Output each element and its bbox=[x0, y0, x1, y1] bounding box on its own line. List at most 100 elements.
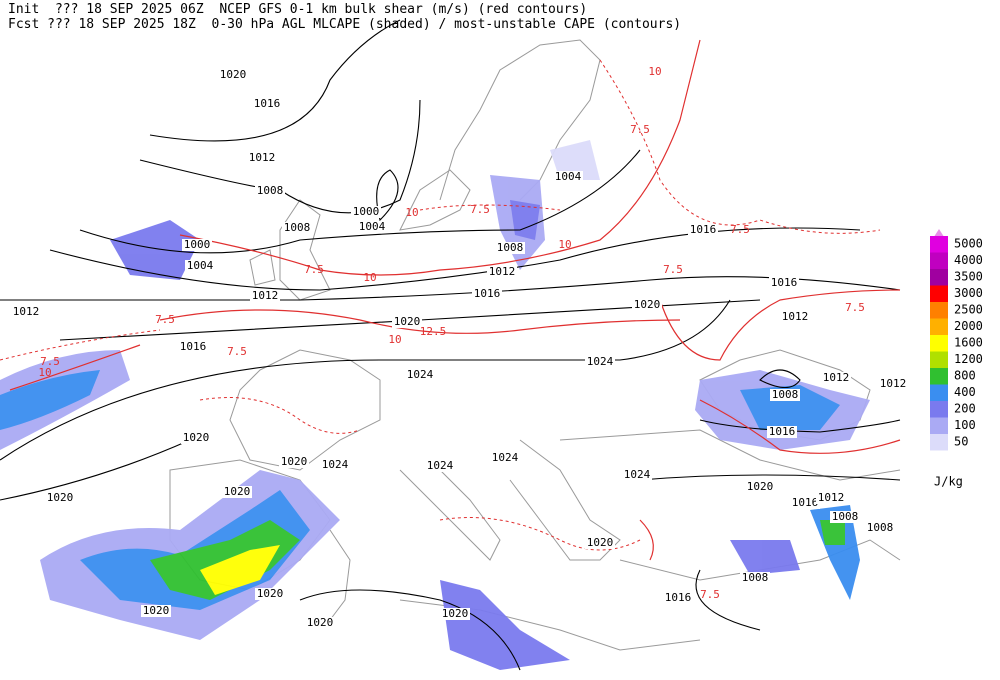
isobar-label: 1024 bbox=[624, 468, 651, 481]
isobar-label: 1012 bbox=[249, 151, 276, 164]
label-bg bbox=[745, 481, 775, 493]
isobar-label: 1020 bbox=[47, 491, 74, 504]
isobar-label: 1020 bbox=[257, 587, 284, 600]
isobar-label: 1024 bbox=[407, 368, 434, 381]
isobar-label: 1000 bbox=[184, 238, 211, 251]
isobar-label: 1020 bbox=[442, 607, 469, 620]
legend-label: 2000 bbox=[954, 319, 983, 333]
legend-swatch bbox=[930, 401, 948, 418]
shear-label: 10 bbox=[648, 65, 661, 78]
label-bg bbox=[255, 185, 285, 197]
label-bg bbox=[780, 311, 810, 323]
label-bg bbox=[178, 341, 208, 353]
shear-label: 7.5 bbox=[845, 301, 865, 314]
shear-contours bbox=[9, 39, 901, 561]
label-bg bbox=[585, 537, 615, 549]
label-bg bbox=[553, 171, 583, 183]
legend-swatch bbox=[930, 236, 948, 253]
label-bg bbox=[405, 369, 435, 381]
label-bg bbox=[282, 222, 312, 234]
label-bg bbox=[45, 492, 75, 504]
cape-shading bbox=[0, 140, 870, 670]
shear-label: 10 bbox=[558, 238, 571, 251]
label-bg bbox=[688, 224, 718, 236]
shear-contours-dashed bbox=[0, 59, 881, 551]
isobar-label: 1012 bbox=[782, 310, 809, 323]
label-bg bbox=[185, 260, 215, 272]
legend-swatch bbox=[930, 252, 948, 269]
shear-label: 10 bbox=[405, 206, 418, 219]
isobar-label: 1016 bbox=[769, 425, 796, 438]
isobar-label: 1004 bbox=[187, 259, 214, 272]
legend-label: 50 bbox=[954, 435, 968, 449]
legend-swatch bbox=[930, 269, 948, 286]
label-bg bbox=[767, 426, 797, 438]
legend-label: 1200 bbox=[954, 352, 983, 366]
shear-label: 7.5 bbox=[663, 263, 683, 276]
legend-swatch bbox=[930, 318, 948, 335]
shear-label: 7.5 bbox=[227, 345, 247, 358]
isobar-label: 1008 bbox=[772, 388, 799, 401]
isobar-label: 1020 bbox=[143, 604, 170, 617]
legend-swatch bbox=[930, 351, 948, 368]
shear-label: 10 bbox=[388, 333, 401, 346]
label-bg bbox=[865, 522, 895, 534]
label-bg bbox=[790, 497, 820, 509]
label-bg bbox=[585, 356, 615, 368]
isobar-label: 1016 bbox=[180, 340, 207, 353]
label-bg bbox=[250, 290, 280, 302]
isobar-label: 1024 bbox=[427, 459, 454, 472]
shear-label: 7.5 bbox=[700, 588, 720, 601]
header-line: Init ??? 18 SEP 2025 06Z NCEP GFS 0-1 km… bbox=[8, 2, 587, 17]
header-line: Fcst ??? 18 SEP 2025 18Z 0-30 hPa AGL ML… bbox=[8, 17, 681, 32]
label-bg bbox=[830, 511, 860, 523]
isobar-label: 1020 bbox=[634, 298, 661, 311]
isobar-label: 1008 bbox=[284, 221, 311, 234]
legend-unit: J/kg bbox=[934, 475, 963, 489]
isobar-label: 1008 bbox=[832, 510, 859, 523]
legend-label: 200 bbox=[954, 402, 976, 416]
isobar-label: 1020 bbox=[183, 431, 210, 444]
legend-swatch bbox=[930, 384, 948, 401]
legend-swatch bbox=[930, 368, 948, 385]
label-bg bbox=[181, 432, 211, 444]
isobar-label: 1012 bbox=[880, 377, 907, 390]
label-bg bbox=[472, 288, 502, 300]
legend-swatch bbox=[930, 335, 948, 352]
label-bg bbox=[247, 152, 277, 164]
isobar-label: 1012 bbox=[818, 491, 845, 504]
isobar-label: 1004 bbox=[359, 220, 386, 233]
label-bg bbox=[218, 69, 248, 81]
shear-label: 7.5 bbox=[630, 123, 650, 136]
label-bg bbox=[11, 306, 41, 318]
isobar-label: 1020 bbox=[307, 616, 334, 629]
isobar-label: 1020 bbox=[587, 536, 614, 549]
isobar-label: 1008 bbox=[257, 184, 284, 197]
isobar-label: 1024 bbox=[587, 355, 614, 368]
label-bg bbox=[141, 605, 171, 617]
isobar-label: 1016 bbox=[792, 496, 819, 509]
isobar-label: 1024 bbox=[322, 458, 349, 471]
label-bg bbox=[351, 206, 381, 218]
shear-label: 7.5 bbox=[40, 355, 60, 368]
legend-label: 100 bbox=[954, 418, 976, 432]
shear-label: 10 bbox=[363, 271, 376, 284]
legend-swatch bbox=[930, 417, 948, 434]
shear-label: 12.5 bbox=[420, 325, 447, 338]
isobar-label: 1016 bbox=[771, 276, 798, 289]
legend-swatch bbox=[930, 302, 948, 319]
isobar-label: 1020 bbox=[747, 480, 774, 493]
isobar-label: 1012 bbox=[489, 265, 516, 278]
legend-label: 800 bbox=[954, 369, 976, 383]
shear-label: 7.5 bbox=[730, 223, 750, 236]
legend-label: 400 bbox=[954, 385, 976, 399]
label-bg bbox=[255, 588, 285, 600]
label-bg bbox=[279, 456, 309, 468]
label-bg bbox=[622, 469, 652, 481]
label-bg bbox=[252, 98, 282, 110]
isobar-label: 1012 bbox=[823, 371, 850, 384]
label-bg bbox=[821, 372, 851, 384]
legend-label: 1600 bbox=[954, 336, 983, 350]
legend-label: 2500 bbox=[954, 303, 983, 317]
